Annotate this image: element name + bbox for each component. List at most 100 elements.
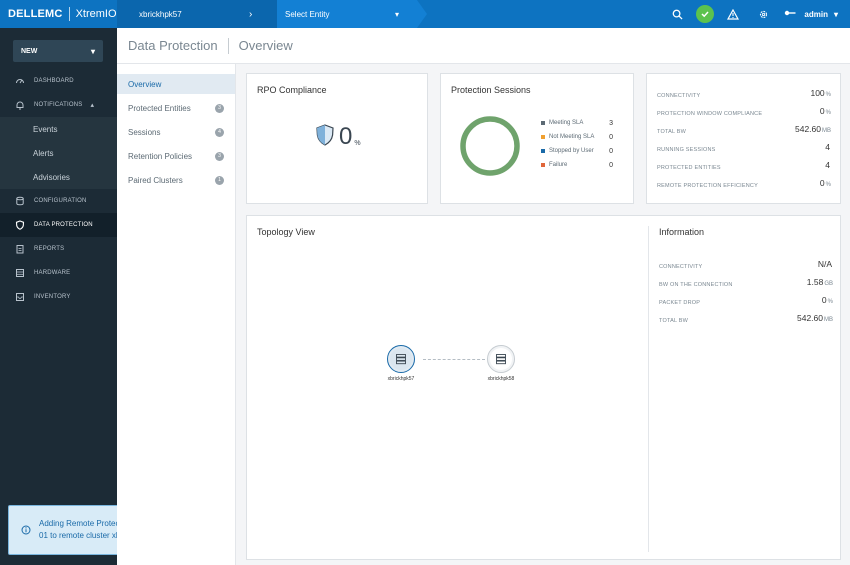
subnav-label: Sessions bbox=[128, 127, 161, 137]
subnav-label: Overview bbox=[128, 79, 162, 89]
subnav-retention-policies[interactable]: Retention Policies 3 bbox=[117, 146, 235, 166]
node-circle bbox=[387, 345, 415, 373]
bell-icon bbox=[14, 99, 26, 111]
count-badge: 4 bbox=[215, 127, 224, 137]
sidebar-item-label: Alerts bbox=[33, 148, 54, 158]
sidebar-item-alerts[interactable]: Alerts bbox=[0, 141, 117, 165]
stat-total-bw: TOTAL BW 542.60MB bbox=[657, 123, 831, 135]
new-button-label: NEW bbox=[21, 47, 38, 55]
legend-value: 0 bbox=[609, 133, 613, 141]
entity-selector[interactable]: Select Entity ▾ bbox=[277, 0, 417, 28]
subnav-paired-clusters[interactable]: Paired Clusters 1 bbox=[117, 170, 235, 190]
subnav-label: Protected Entities bbox=[128, 103, 191, 113]
brand-product: XtremIO bbox=[75, 8, 117, 20]
rpo-percent: 0 bbox=[339, 123, 353, 150]
chevron-down-icon: ▾ bbox=[90, 46, 95, 56]
sessions-donut-chart bbox=[460, 116, 520, 176]
stat-connectivity: CONNECTIVITY 100% bbox=[657, 87, 831, 99]
sidebar-item-advisories[interactable]: Advisories bbox=[0, 165, 117, 189]
server-icon bbox=[490, 348, 512, 370]
brand-dell: DELLEMC bbox=[8, 8, 63, 20]
sidebar-item-label: DATA PROTECTION bbox=[34, 222, 93, 228]
info-value: 1.58 bbox=[806, 277, 824, 287]
sidebar: NEW ▾ DASHBOARD NOTIFICATIONS ▴ Events A… bbox=[0, 28, 117, 565]
info-key: PACKET DROP bbox=[659, 300, 701, 306]
count-badge: 3 bbox=[215, 151, 224, 161]
topology-node-target[interactable]: xbrickhpk58 bbox=[481, 345, 521, 382]
user-menu[interactable]: admin ▾ bbox=[778, 9, 850, 20]
legend-label: Meeting SLA bbox=[549, 120, 584, 126]
topology-card: Topology View xbrickhpk57 xbrickhpk58 In… bbox=[246, 215, 841, 560]
brand-separator bbox=[68, 7, 70, 21]
stat-value: 542.60 bbox=[795, 124, 821, 134]
key-icon bbox=[784, 9, 796, 20]
subnav-label: Paired Clusters bbox=[128, 175, 183, 185]
info-icon bbox=[21, 525, 31, 535]
info-value: 0 bbox=[821, 295, 827, 305]
sidebar-item-data-protection[interactable]: DATA PROTECTION bbox=[0, 213, 117, 237]
search-icon[interactable] bbox=[666, 3, 688, 25]
replication-link bbox=[423, 359, 485, 360]
legend-label: Stopped by User bbox=[549, 148, 594, 154]
gear-icon[interactable] bbox=[752, 3, 774, 25]
info-key: BW ON THE CONNECTION bbox=[659, 282, 733, 288]
protection-stats-card: CONNECTIVITY 100% PROTECTION WINDOW COMP… bbox=[646, 73, 841, 204]
info-unit: % bbox=[827, 299, 833, 305]
legend-swatch bbox=[541, 135, 545, 139]
legend-value: 3 bbox=[609, 119, 613, 127]
sidebar-item-label: CONFIGURATION bbox=[34, 198, 87, 204]
sidebar-item-label: REPORTS bbox=[34, 246, 65, 252]
sidebar-item-label: Advisories bbox=[33, 172, 70, 182]
brand-logo[interactable]: DELLEMC XtremIO bbox=[0, 0, 117, 28]
info-connectivity: CONNECTIVITY N/A bbox=[659, 258, 833, 270]
stat-remote-protection-efficiency: REMOTE PROTECTION EFFICIENCY 0% bbox=[657, 177, 831, 189]
clipboard-icon bbox=[14, 243, 26, 255]
sidebar-item-inventory[interactable]: INVENTORY bbox=[0, 285, 117, 309]
health-ok-icon[interactable] bbox=[696, 5, 715, 23]
card-title: Protection Sessions bbox=[451, 85, 531, 95]
donut-ring bbox=[460, 116, 520, 176]
subnav-protected-entities[interactable]: Protected Entities 3 bbox=[117, 98, 235, 118]
stat-protected-entities: PROTECTED ENTITIES 4 bbox=[657, 159, 831, 171]
protection-sessions-card: Protection Sessions Meeting SLA 3 Not Me… bbox=[440, 73, 634, 204]
legend-label: Failure bbox=[549, 162, 568, 168]
stat-key: PROTECTED ENTITIES bbox=[657, 165, 721, 171]
topology-node-source[interactable]: xbrickhpk57 bbox=[381, 345, 421, 382]
entity-selector-bg bbox=[277, 0, 417, 28]
legend-value: 0 bbox=[609, 161, 613, 169]
legend-row-stopped-by-user: Stopped by User 0 bbox=[541, 144, 613, 158]
stat-key: PROTECTION WINDOW COMPLIANCE bbox=[657, 111, 763, 117]
page-title: Overview bbox=[238, 38, 293, 53]
info-bw-connection: BW ON THE CONNECTION 1.58GB bbox=[659, 276, 833, 288]
stat-running-sessions: RUNNING SESSIONS 4 bbox=[657, 141, 831, 153]
stat-unit: % bbox=[825, 110, 831, 116]
section-subnav: Overview Protected Entities 3 Sessions 4… bbox=[117, 64, 236, 565]
sidebar-item-configuration[interactable]: CONFIGURATION bbox=[0, 189, 117, 213]
subnav-sessions[interactable]: Sessions 4 bbox=[117, 122, 235, 142]
sidebar-item-dashboard[interactable]: DASHBOARD bbox=[0, 69, 117, 93]
header-divider bbox=[227, 37, 229, 54]
legend-row-meeting-sla: Meeting SLA 3 bbox=[541, 116, 613, 130]
stat-value: 4 bbox=[825, 142, 830, 152]
info-total-bw: TOTAL BW 542.60MB bbox=[659, 312, 833, 324]
stat-value: 0 bbox=[819, 106, 825, 116]
database-icon bbox=[14, 195, 26, 207]
stat-protection-window-compliance: PROTECTION WINDOW COMPLIANCE 0% bbox=[657, 105, 831, 117]
sidebar-item-events[interactable]: Events bbox=[0, 117, 117, 141]
warning-icon[interactable] bbox=[722, 3, 744, 25]
count-badge: 3 bbox=[215, 103, 224, 113]
cluster-selector[interactable]: xbrickhpk57 › bbox=[117, 0, 277, 28]
subnav-overview[interactable]: Overview bbox=[117, 74, 235, 94]
sidebar-item-reports[interactable]: REPORTS bbox=[0, 237, 117, 261]
info-key: TOTAL BW bbox=[659, 318, 689, 324]
sidebar-item-notifications[interactable]: NOTIFICATIONS ▴ bbox=[0, 93, 117, 117]
sidebar-item-hardware[interactable]: HARDWARE bbox=[0, 261, 117, 285]
legend-swatch bbox=[541, 163, 545, 167]
legend-value: 0 bbox=[609, 147, 613, 155]
legend-label: Not Meeting SLA bbox=[549, 134, 595, 140]
legend-swatch bbox=[541, 149, 545, 153]
legend-row-failure: Failure 0 bbox=[541, 158, 613, 172]
server-icon bbox=[390, 348, 412, 370]
new-button[interactable]: NEW ▾ bbox=[13, 40, 103, 62]
panel-divider bbox=[648, 226, 649, 552]
